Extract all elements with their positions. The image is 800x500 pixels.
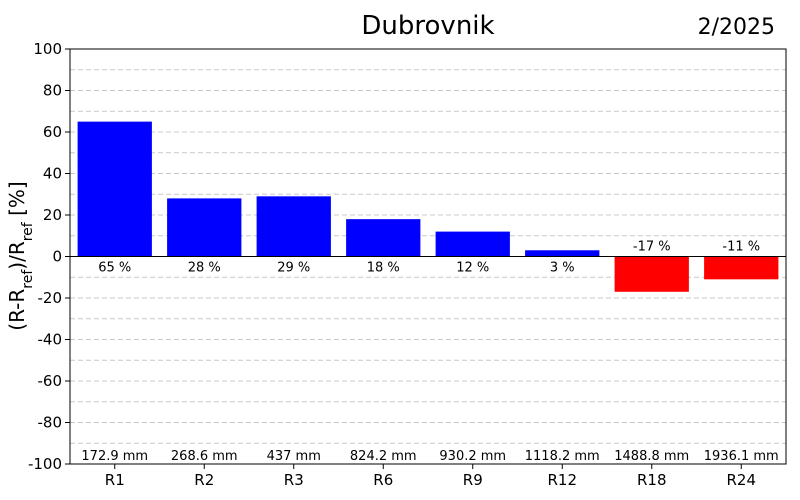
precip-labels: 172.9 mm 268.6 mm 437 mm 824.2 mm 930.2 mm 11… bbox=[81, 449, 778, 464]
x-tick-label: R12 bbox=[547, 471, 577, 489]
y-tick-label: 60 bbox=[43, 123, 62, 141]
bar-value-label: 28 % bbox=[188, 261, 221, 276]
bar-value-label: -17 % bbox=[633, 240, 671, 255]
x-tick-label: R6 bbox=[373, 471, 393, 489]
y-tick-label: -40 bbox=[38, 331, 63, 349]
y-tick-label: -80 bbox=[38, 414, 63, 432]
bar-value-label: 65 % bbox=[98, 261, 131, 276]
x-tick-label: R18 bbox=[637, 471, 667, 489]
bar-r18 bbox=[614, 256, 689, 292]
bar-value-label: 18 % bbox=[367, 261, 400, 276]
precip-label: 437 mm bbox=[267, 449, 321, 464]
chart-title: Dubrovnik bbox=[361, 11, 494, 41]
y-tick-label: 100 bbox=[33, 40, 62, 58]
bar-value-label: 29 % bbox=[277, 261, 310, 276]
y-axis-ticks: 100 80 60 40 20 0 -20 -40 -60 -80 -100 bbox=[28, 40, 70, 473]
x-tick-label: R24 bbox=[726, 471, 756, 489]
bar-r3 bbox=[256, 196, 331, 257]
plot-frame bbox=[69, 48, 787, 465]
precip-label: 1488.8 mm bbox=[614, 449, 689, 464]
precip-label: 1936.1 mm bbox=[704, 449, 779, 464]
bar-r9 bbox=[435, 231, 510, 257]
y-tick-label: 80 bbox=[43, 82, 62, 100]
precip-label: 268.6 mm bbox=[171, 449, 238, 464]
x-tick-label: R3 bbox=[284, 471, 304, 489]
y-tick-label: 40 bbox=[43, 165, 62, 183]
bars bbox=[70, 121, 786, 292]
y-tick-label: -100 bbox=[28, 455, 62, 473]
grid-lines bbox=[70, 69, 786, 444]
x-tick-label: R9 bbox=[463, 471, 483, 489]
bar-r12 bbox=[525, 250, 600, 257]
y-tick-label: -60 bbox=[38, 372, 63, 390]
y-tick-label: 20 bbox=[43, 206, 62, 224]
precip-label: 172.9 mm bbox=[81, 449, 148, 464]
precip-label: 824.2 mm bbox=[350, 449, 417, 464]
data-labels: 65 % 28 % 29 % 18 % 12 % 3 % -17 % -11 % bbox=[98, 240, 760, 276]
bar-value-label: 3 % bbox=[550, 261, 575, 276]
x-tick-label: R2 bbox=[194, 471, 214, 489]
bar-value-label: 12 % bbox=[456, 261, 489, 276]
y-tick-label: 0 bbox=[52, 248, 62, 266]
bar-r1 bbox=[77, 121, 152, 257]
bar-r2 bbox=[167, 198, 242, 257]
bar-value-label: -11 % bbox=[722, 240, 760, 255]
x-axis-ticks: R1 R2 R3 R6 R9 R12 R18 R24 bbox=[105, 464, 756, 489]
precip-label: 930.2 mm bbox=[439, 449, 506, 464]
bar-r24 bbox=[704, 256, 779, 280]
y-axis-label: (R-Rref)/Rref [%] bbox=[5, 181, 36, 330]
y-tick-label: -20 bbox=[38, 289, 63, 307]
chart-date: 2/2025 bbox=[698, 15, 775, 40]
x-tick-label: R1 bbox=[105, 471, 125, 489]
bar-r6 bbox=[346, 219, 421, 257]
precip-label: 1118.2 mm bbox=[525, 449, 600, 464]
